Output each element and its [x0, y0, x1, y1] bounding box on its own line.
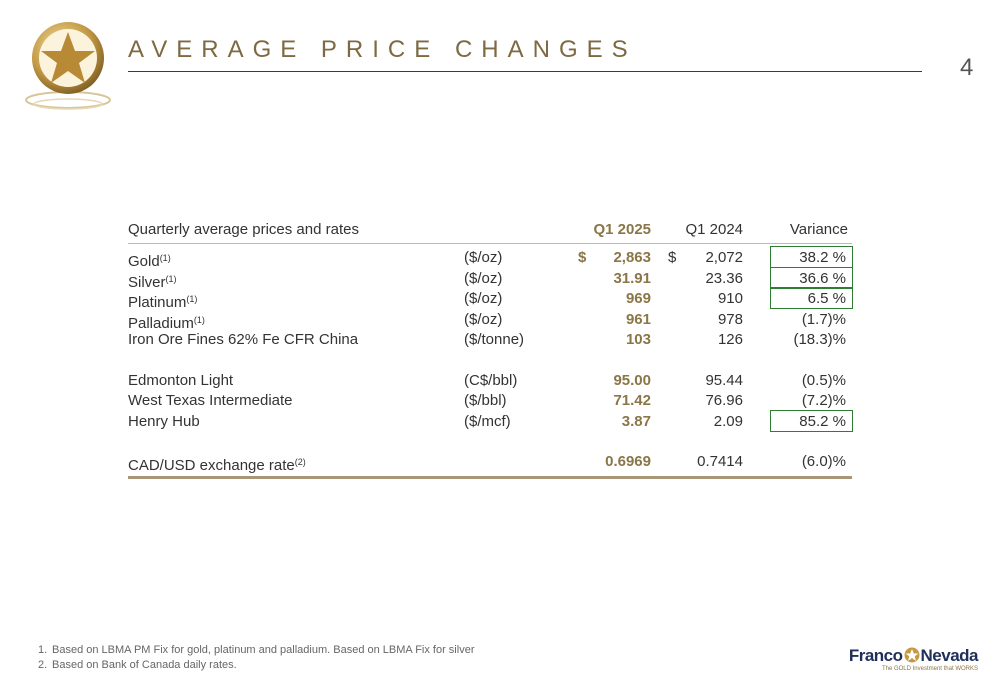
prior-value: 2.09	[713, 412, 743, 430]
prior-value: 2,072	[705, 249, 743, 266]
row-label: Henry Hub	[128, 412, 200, 432]
currency: $	[668, 249, 677, 266]
row-name: Platinum	[128, 294, 187, 311]
unit: ($/oz)	[464, 269, 503, 287]
variance: (18.3)%	[793, 331, 846, 348]
brand: Franco Nevada	[848, 646, 979, 666]
tagline: The GOLD Investment that WORKS	[881, 666, 978, 672]
brand-left: Franco	[848, 646, 903, 665]
highlight-box	[770, 409, 853, 432]
current-value: 95.00	[613, 371, 651, 389]
row-name: Silver	[128, 273, 166, 291]
row-name: Palladium	[128, 314, 194, 332]
unit: ($/tonne)	[464, 331, 525, 348]
unit: (C$/bbl)	[464, 371, 518, 389]
variance: 36.6 %	[799, 269, 846, 287]
row-name: Iron Ore Fines 62% Fe CFR China	[128, 331, 359, 348]
variance: (0.5)%	[801, 371, 846, 389]
table-bottom-rule	[128, 476, 852, 479]
page-number: 4	[960, 54, 974, 81]
row-label: CAD/USD exchange rate(2)	[128, 452, 306, 474]
current-value: 3.87	[621, 412, 651, 430]
row-name: Edmonton Light	[128, 371, 234, 389]
prior-value: 978	[717, 310, 743, 328]
current-value: 969	[625, 290, 651, 307]
title-rule	[128, 71, 922, 72]
prior-value: 0.7414	[697, 453, 743, 470]
variance: (7.2)%	[801, 392, 846, 409]
variance: 6.5 %	[807, 290, 846, 307]
footnote-number: 1.	[38, 644, 48, 656]
variance: 38.2 %	[799, 249, 846, 266]
brand-star	[904, 647, 920, 663]
unit: ($/oz)	[464, 249, 503, 266]
row-label: Platinum(1)	[128, 289, 198, 311]
footnote-ref: (1)	[165, 273, 177, 284]
variance: 85.2 %	[799, 412, 846, 430]
highlight-box	[770, 287, 853, 309]
prior-value: 126	[717, 331, 743, 348]
row-label: Gold(1)	[128, 248, 171, 270]
column-header: Q1 2024	[685, 221, 743, 238]
current-value: 0.6969	[605, 453, 651, 470]
currency: $	[578, 249, 587, 266]
prior-value: 23.36	[705, 269, 743, 287]
column-header: Q1 2025	[593, 221, 651, 238]
column-header: Quarterly average prices and rates	[128, 221, 359, 238]
unit: ($/mcf)	[464, 412, 511, 430]
row-label: Edmonton Light	[128, 371, 233, 391]
footnote-ref: (1)	[186, 294, 198, 304]
title: AVERAGE PRICE CHANGES	[128, 36, 637, 63]
current-value: 961	[625, 310, 651, 328]
logo-emblem	[25, 22, 111, 110]
row-name: Henry Hub	[128, 412, 200, 430]
current-value: 71.42	[613, 392, 651, 409]
row-label: Palladium(1)	[128, 310, 205, 332]
footnote-text: Based on LBMA PM Fix for gold, platinum …	[52, 644, 475, 656]
header-rule	[128, 243, 852, 244]
footnote-ref: (2)	[294, 457, 306, 467]
prior-value: 76.96	[705, 392, 743, 409]
highlight-box	[770, 266, 853, 289]
unit: ($/bbl)	[464, 392, 507, 409]
column-header: Variance	[789, 221, 848, 238]
prior-value: 95.44	[705, 371, 743, 389]
variance: (6.0)%	[801, 453, 846, 470]
row-name: West Texas Intermediate	[128, 392, 293, 409]
unit: ($/oz)	[464, 310, 503, 328]
row-name: CAD/USD exchange rate	[128, 457, 295, 474]
row-label: Silver(1)	[128, 269, 177, 291]
current-value: 103	[625, 331, 651, 348]
unit: ($/oz)	[464, 290, 503, 307]
footnote-ref: (1)	[159, 253, 171, 263]
highlight-box	[770, 246, 853, 268]
row-label: Iron Ore Fines 62% Fe CFR China	[128, 330, 358, 350]
footnote-ref: (1)	[193, 314, 205, 325]
footnote-number: 2.	[38, 659, 48, 671]
row-name: Gold	[128, 253, 160, 270]
footnote-text: Based on Bank of Canada daily rates.	[52, 659, 237, 671]
current-value: 2,863	[613, 249, 651, 266]
current-value: 31.91	[613, 269, 651, 287]
brand-right: Nevada	[920, 646, 979, 665]
row-label: West Texas Intermediate	[128, 391, 293, 411]
prior-value: 910	[717, 290, 743, 307]
variance: (1.7)%	[801, 310, 846, 328]
